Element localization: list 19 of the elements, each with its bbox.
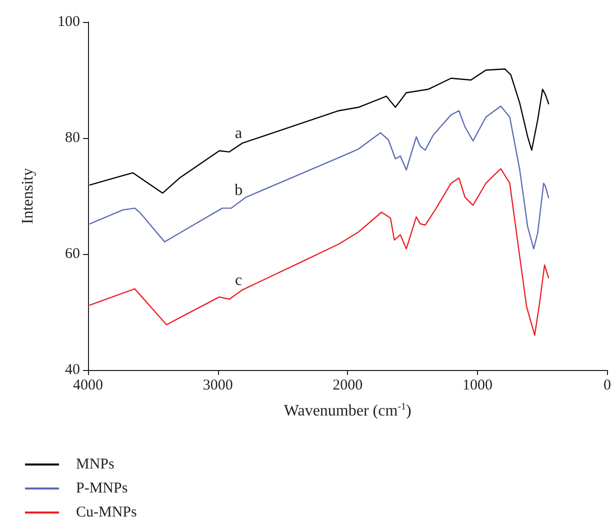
y-tick-label: 100 xyxy=(58,14,80,30)
x-tick-label: 2000 xyxy=(332,378,363,394)
y-tick-label: 60 xyxy=(65,246,80,262)
line-series xyxy=(89,68,550,194)
annotation: c xyxy=(235,272,242,290)
legend-label: MNPs xyxy=(76,456,115,472)
legend-label: Cu-MNPs xyxy=(76,504,138,520)
annotation: a xyxy=(235,125,242,142)
annotation: b xyxy=(234,182,243,200)
y-tick-label: 40 xyxy=(65,362,80,378)
x-tick-label: 0 xyxy=(604,378,611,394)
y-axis-title: Intensity xyxy=(20,168,36,224)
line-series xyxy=(89,106,550,250)
x-tick-label: 1000 xyxy=(462,378,492,394)
legend-label: P-MNPs xyxy=(76,480,128,496)
line-series xyxy=(89,168,550,336)
x-tick-label: 4000 xyxy=(73,378,103,394)
x-tick-label: 3000 xyxy=(202,378,233,394)
y-tick-label: 80 xyxy=(65,130,80,146)
